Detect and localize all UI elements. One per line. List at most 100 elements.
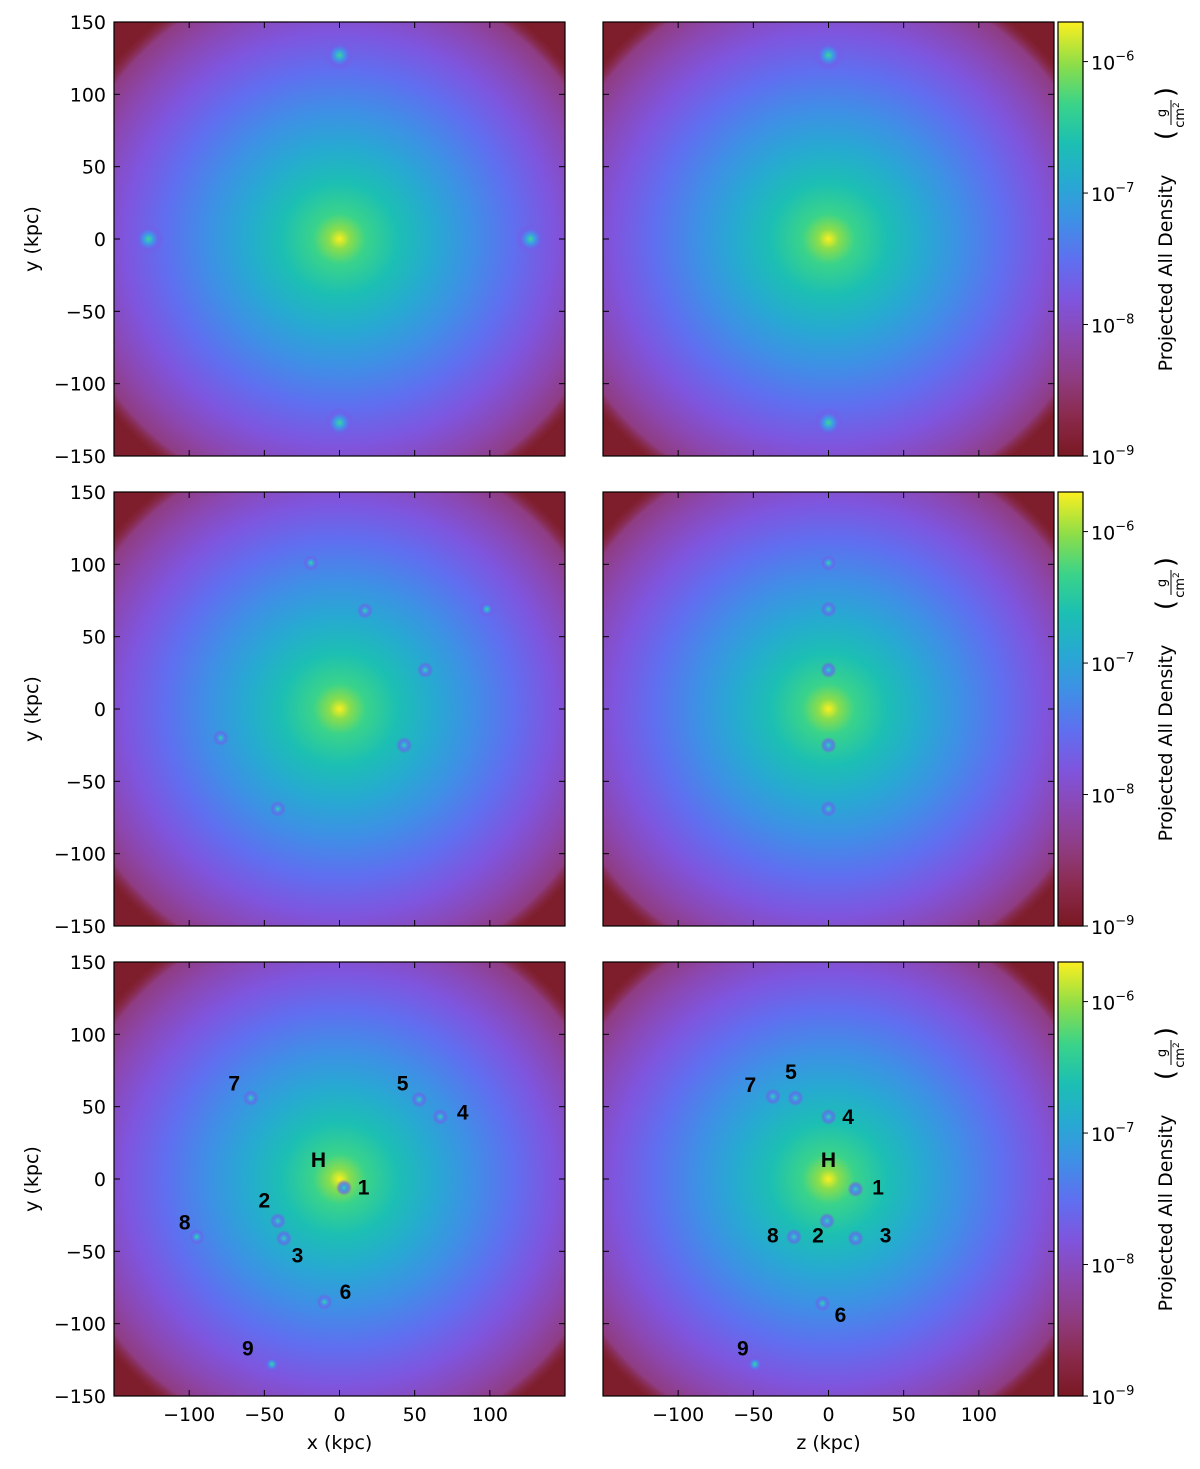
subhalo-4 [820,737,837,754]
y-tick-label: −100 [54,844,106,866]
subhalo-label-9: 9 [737,1337,749,1360]
subhalo-5 [212,729,229,746]
x-tick-label: 0 [333,1404,345,1426]
subhalo-4 [417,661,434,678]
subhalo-2 [820,601,837,618]
subhalo-label-9: 9 [242,1337,254,1360]
subhalo-2 [813,407,844,438]
y-tick-label: 150 [70,952,106,974]
subhalo-4 [432,1108,449,1125]
y-tick-label: 50 [82,1097,106,1119]
density-map [603,962,1054,1396]
subhalo-label-7: 7 [228,1073,240,1096]
unit-denominator: cm2 [1172,572,1188,598]
subhalo-4 [324,407,355,438]
main-halo [603,962,1054,1396]
colorbar-label: Projected All Density (g cm2) [1151,557,1188,841]
y-axis-label: y (kpc) [21,206,43,272]
unit-numerator: g [1155,579,1170,587]
y-tick-label: −50 [66,1241,106,1263]
main-halo [114,492,565,926]
unit-paren-left: ( [1151,1070,1181,1080]
colorbar-label-text: Projected All Density [1155,645,1177,842]
subhalo-2 [818,1212,835,1229]
colorbar-tick-label: 10−6 [1091,990,1134,1015]
subhalo-label-1: 1 [358,1177,370,1200]
x-tick-label: −100 [163,1404,215,1426]
subhalo-3 [515,224,546,254]
x-tick-label: 100 [961,1404,997,1426]
subhalo-1 [302,554,319,571]
subhalo-7 [269,800,286,817]
subhalo-6 [396,737,413,754]
colorbar [1057,961,1084,1397]
colorbar [1057,491,1084,927]
colorbar-row3: 10−6 10−7 10−8 10−9 Projected All Density (g c… [1057,961,1188,1409]
colorbar-tick-label: 10−6 [1091,50,1134,75]
subhalo-8 [188,1228,205,1245]
unit-numerator: g [1155,109,1170,117]
x-tick-label: 50 [403,1404,427,1426]
density-map [114,22,565,456]
unit-paren-left: ( [1151,130,1181,140]
colorbar-tick-label: 10−7 [1091,181,1134,206]
x-tick-label: 100 [472,1404,508,1426]
density-map [114,492,565,926]
colorbar-tick-label: 10−8 [1091,313,1134,338]
subhalo-label-8: 8 [767,1224,779,1247]
colorbar-label-text: Projected All Density [1155,175,1177,372]
y-tick-label: 100 [70,554,106,576]
subhalo-1 [847,1181,864,1198]
subhalo-label-4: 4 [842,1106,854,1129]
panel-z-y-row1 [602,21,1055,457]
subhalo-5 [411,1091,428,1108]
colorbar-row2: 10−6 10−7 10−8 10−9 Projected All Density (g c… [1057,491,1188,939]
unit-paren-right: ) [1151,87,1181,97]
colorbar [1057,21,1084,457]
unit-numerator: g [1155,1049,1170,1057]
panel-z-y-row3: −100 −50 0 50 100 z (kpc) 7 5 4H 1 8 2 3 6 9 [602,961,1055,1454]
main-halo [114,22,565,456]
y-tick-label: 100 [70,84,106,106]
subhalo-3 [820,661,837,678]
subhalo-label-1: 1 [872,1177,884,1200]
colorbar-tick-label: 10−9 [1091,444,1134,469]
colorbar-label-text: Projected All Density [1155,1115,1177,1312]
subhalo-4 [820,1108,837,1125]
subhalo-7 [242,1089,259,1106]
x-tick-label: 0 [822,1404,834,1426]
y-axis-label: y (kpc) [21,676,43,742]
y-axis-label: y (kpc) [21,1146,43,1212]
density-map [603,492,1054,926]
subhalo-3 [478,601,495,618]
subhalo-label-7: 7 [744,1074,756,1097]
subhalo-1 [324,40,355,71]
colorbar-tick-label: 10−8 [1091,1253,1134,1278]
unit-paren-right: ) [1151,1027,1181,1037]
y-tick-label: 150 [70,12,106,34]
y-tick-label: 150 [70,482,106,504]
y-tick-label: −100 [54,374,106,396]
subhalo-6 [316,1293,333,1310]
subhalo-1 [820,554,837,571]
main-halo [603,22,1054,456]
panel-x-y-row3: 150 100 50 0 −50 −100 −150 −100 −50 0 50 100 y (kpc)… [21,952,566,1454]
subhalo-label-6: 6 [835,1304,847,1327]
y-tick-label: −50 [66,771,106,793]
subhalo-6 [814,1295,831,1312]
subhalo-label-5: 5 [785,1061,797,1084]
subhalo-label-H: H [311,1149,326,1172]
density-map [114,962,565,1396]
x-tick-label: −50 [733,1404,773,1426]
y-tick-label: −150 [54,916,106,938]
colorbar-tick-label: 10−6 [1091,520,1134,545]
colorbar-tick-label: 10−9 [1091,914,1134,939]
subhalo-2 [269,1212,286,1229]
x-tick-label: −100 [652,1404,704,1426]
y-tick-label: 0 [94,1169,106,1191]
y-tick-label: 0 [94,229,106,251]
subhalo-label-5: 5 [397,1073,409,1096]
panel-x-y-row1: 150 100 50 0 −50 −100 −150 y (kpc) [21,12,566,468]
subhalo-label-4: 4 [457,1101,469,1124]
